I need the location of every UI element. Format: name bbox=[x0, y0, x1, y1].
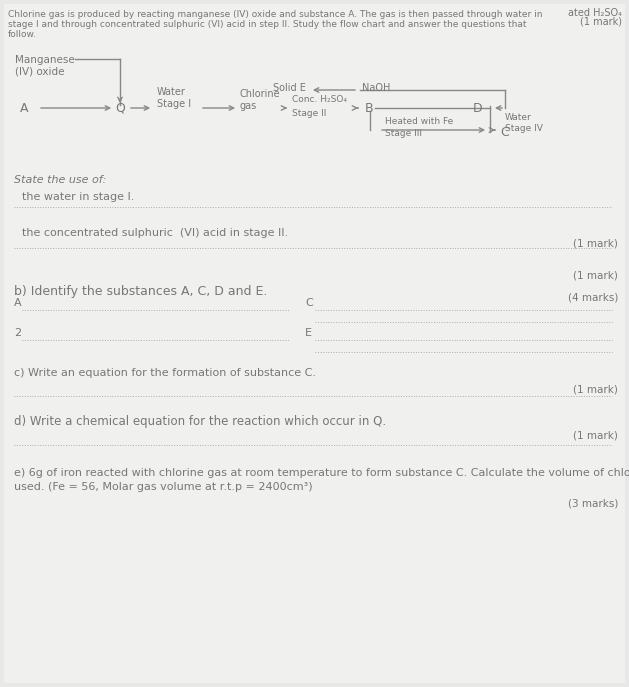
Text: Chlorine
gas: Chlorine gas bbox=[240, 89, 281, 111]
Text: d) Write a chemical equation for the reaction which occur in Q.: d) Write a chemical equation for the rea… bbox=[14, 415, 386, 428]
Text: Water
Stage I: Water Stage I bbox=[157, 87, 191, 109]
Text: State the use of:: State the use of: bbox=[14, 175, 106, 185]
Text: Heated with Fe: Heated with Fe bbox=[385, 117, 454, 126]
Text: Chlorine gas is produced by reacting manganese (IV) oxide and substance A. The g: Chlorine gas is produced by reacting man… bbox=[8, 10, 542, 19]
Text: c) Write an equation for the formation of substance C.: c) Write an equation for the formation o… bbox=[14, 368, 316, 378]
Text: D: D bbox=[472, 102, 482, 115]
Text: follow.: follow. bbox=[8, 30, 37, 39]
Text: (1 mark): (1 mark) bbox=[573, 238, 618, 248]
Text: Manganese
(IV) oxide: Manganese (IV) oxide bbox=[15, 55, 75, 76]
Text: ated H₂SO₄: ated H₂SO₄ bbox=[568, 8, 622, 18]
Text: Stage III: Stage III bbox=[385, 130, 422, 139]
Text: (1 mark): (1 mark) bbox=[573, 430, 618, 440]
Text: Stage II: Stage II bbox=[292, 109, 326, 117]
Text: E: E bbox=[305, 328, 312, 338]
Text: the concentrated sulphuric  (VI) acid in stage II.: the concentrated sulphuric (VI) acid in … bbox=[22, 228, 288, 238]
Text: Q: Q bbox=[115, 102, 125, 115]
Text: NaOH: NaOH bbox=[362, 83, 391, 93]
Text: (3 marks): (3 marks) bbox=[567, 498, 618, 508]
Text: (1 mark): (1 mark) bbox=[573, 270, 618, 280]
Text: (4 marks): (4 marks) bbox=[567, 293, 618, 303]
Text: 2: 2 bbox=[14, 328, 21, 338]
Text: Conc. H₂SO₄: Conc. H₂SO₄ bbox=[292, 95, 347, 104]
Text: (1 mark): (1 mark) bbox=[580, 17, 622, 27]
FancyBboxPatch shape bbox=[4, 4, 625, 683]
Text: (1 mark): (1 mark) bbox=[573, 384, 618, 394]
Text: e) 6g of iron reacted with chlorine gas at room temperature to form substance C.: e) 6g of iron reacted with chlorine gas … bbox=[14, 468, 629, 478]
Text: used. (Fe = 56, Molar gas volume at r.t.p = 2400cm³): used. (Fe = 56, Molar gas volume at r.t.… bbox=[14, 482, 313, 492]
Text: C: C bbox=[500, 126, 509, 139]
Text: C: C bbox=[305, 298, 313, 308]
Text: A: A bbox=[20, 102, 28, 115]
Text: Water
Stage IV: Water Stage IV bbox=[505, 113, 543, 133]
Text: stage I and through concentrated sulphuric (VI) acid in step II. Study the flow : stage I and through concentrated sulphur… bbox=[8, 20, 526, 29]
Text: B: B bbox=[365, 102, 374, 115]
Text: A: A bbox=[14, 298, 21, 308]
Text: b) Identify the substances A, C, D and E.: b) Identify the substances A, C, D and E… bbox=[14, 285, 267, 298]
Text: the water in stage I.: the water in stage I. bbox=[22, 192, 135, 202]
Text: Solid E: Solid E bbox=[273, 83, 306, 93]
